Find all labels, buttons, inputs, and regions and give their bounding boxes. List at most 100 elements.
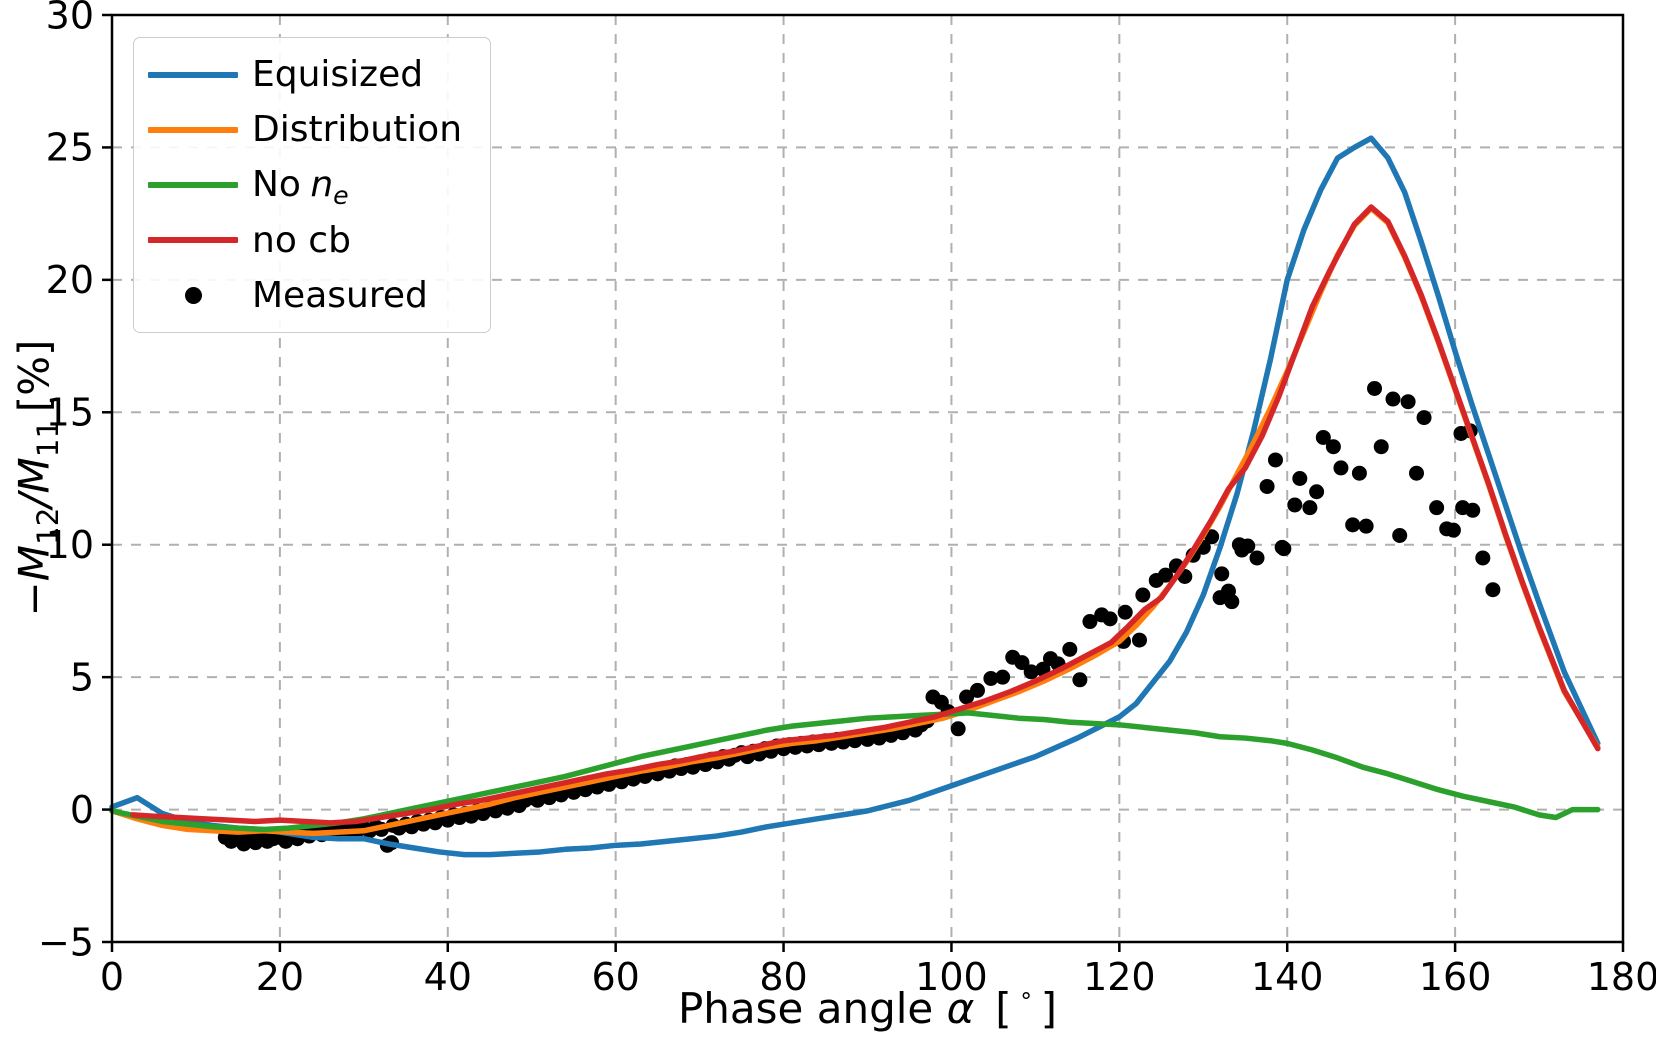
legend-swatch-area [134,71,252,78]
measured-point [1214,566,1230,582]
measured-point [1315,429,1331,445]
blue-line-swatch [148,71,238,78]
measured-point [1102,611,1118,627]
measured-point [1392,527,1408,543]
measured-point [1358,518,1374,534]
legend-item-no-ne: No ne [134,164,490,211]
measured-point [983,670,999,686]
y-tick-label: 5 [70,655,94,699]
legend-box: Equisized Distribution No ne no cb Measur… [133,37,491,333]
x-tick-label: 20 [256,955,304,999]
red-line-swatch [148,237,238,244]
legend-item-measured: Measured [134,275,490,316]
measured-point [1131,632,1147,648]
degree-symbol: ° [1020,988,1032,1015]
y-axis-slash: / [9,493,59,508]
legend-swatch-area [134,286,252,304]
y-tick-label: 0 [70,788,94,832]
measured-point [1204,529,1220,545]
series-line-no-cb [130,204,1601,826]
y-axis-sub12: 12 [30,507,65,545]
measured-point [1385,391,1401,407]
measured-point [1267,452,1283,468]
measured-point [1445,522,1461,538]
x-tick-label: 60 [591,955,639,999]
y-tick-label: −5 [38,920,94,964]
measured-point [1485,582,1501,598]
measured-point [1062,641,1078,657]
y-axis-unit: [%] [9,339,59,413]
measured-point [1276,541,1292,557]
x-axis-unit: [°] [995,984,1058,1033]
measured-point [1072,672,1088,688]
legend-label: Measured [252,274,428,316]
measured-point [1465,502,1481,518]
legend-label: Equisized [252,54,424,96]
orange-line-swatch [148,126,238,133]
y-tick-label: 20 [46,258,94,302]
y-tick-label: 25 [46,126,94,170]
x-axis-alpha-symbol: α [946,984,975,1033]
measured-point [1249,550,1265,566]
legend-label: no cb [252,219,351,261]
measured-point [1351,465,1367,481]
legend-swatch-area [134,126,252,133]
measured-point [1292,471,1308,486]
measured-point [1158,567,1174,583]
x-tick-label: 80 [759,955,807,999]
y-axis-minus: − [9,581,59,617]
measured-point [1287,497,1303,513]
measured-point [1135,587,1151,603]
x-tick-label: 140 [1251,955,1324,999]
legend-label: Distribution [252,109,463,151]
measured-point [995,669,1011,685]
black-dot-swatch [184,286,202,304]
legend-swatch-area [134,237,252,244]
measured-point [1408,465,1424,481]
measured-point [1023,664,1039,680]
x-tick-label: 180 [1587,955,1656,999]
measured-point [1475,550,1491,566]
measured-point [1117,604,1133,620]
measured-point [1240,538,1256,554]
data-layer [109,135,1601,858]
y-axis-sub11: 11 [30,419,65,458]
measured-point [1309,484,1325,500]
y-axis-m12: M [9,545,59,582]
x-tick-label: 120 [1083,955,1156,999]
y-tick-label: 10 [46,523,94,567]
measured-point [1373,439,1389,455]
y-tick-label: 15 [46,391,94,435]
measured-point [1082,614,1098,630]
series-scatter-measured [217,380,1501,853]
measured-point [1325,439,1341,455]
measured-point [950,721,966,737]
legend-item-equisized: Equisized [134,54,490,95]
measured-point [969,682,985,698]
series-line-equisized [109,135,1601,858]
measured-point [1259,478,1275,494]
x-tick-label: 100 [915,955,988,999]
measured-point [1416,410,1432,426]
measured-point [1333,460,1349,476]
x-axis-text: Phase angle [677,984,934,1033]
legend-label: No ne [252,164,349,211]
legend-item-distribution: Distribution [134,109,490,150]
measured-point [1014,655,1030,671]
x-tick-label: 40 [424,955,472,999]
measured-point [1302,500,1318,516]
x-axis-label: Phase angle α [°] [112,984,1623,1033]
measured-point [1400,394,1416,410]
x-tick-label: 160 [1419,955,1492,999]
green-line-swatch [148,181,238,188]
y-axis-label: −M12/M11[%] [9,339,65,617]
measured-point [1345,517,1361,533]
y-tick-label: 30 [46,0,94,37]
legend-item-no-cb: no cb [134,220,490,261]
measured-point [959,689,975,705]
plot-spines [110,13,1625,944]
x-tick-label: 0 [100,955,124,999]
